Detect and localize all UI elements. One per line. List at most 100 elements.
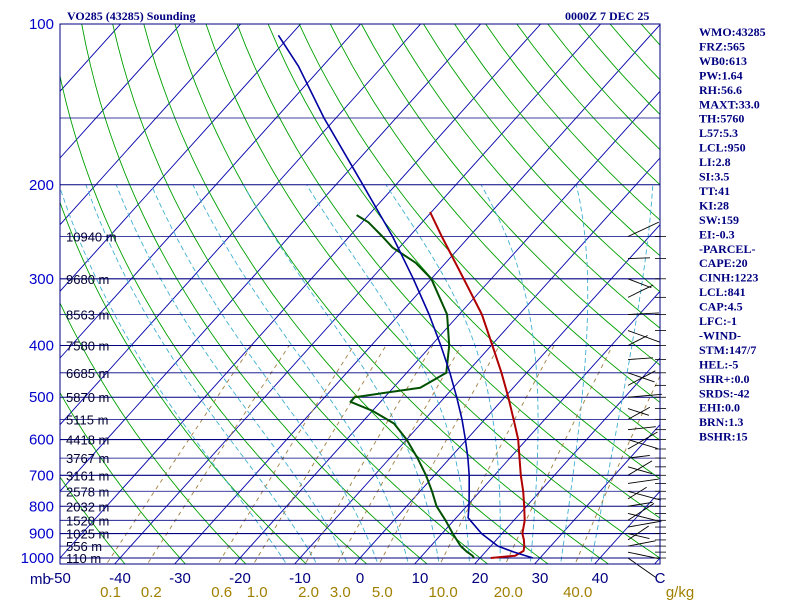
temperature-tick-label: C [655, 570, 666, 587]
pressure-label: 100 [29, 16, 54, 33]
pressure-axis-labels: 100 200 300 400 500 600 700 800 900 1000 [21, 16, 54, 567]
isotherm-line [293, 157, 660, 564]
isotherm-line [413, 290, 660, 564]
index-entry: EI:-0.3 [699, 227, 735, 241]
moist-adiabat [480, 184, 539, 564]
wind-barb [627, 257, 651, 260]
mixing-ratio-tick-label: 5.0 [372, 584, 393, 600]
isotherm-line [473, 357, 660, 564]
index-entry: TT:41 [699, 184, 730, 198]
dewpoint-trace [349, 214, 475, 559]
wind-barb [627, 525, 649, 541]
wind-barb [627, 357, 653, 361]
height-label: 1025 m [66, 527, 109, 542]
moist-adiabat [115, 184, 348, 564]
pressure-label: 900 [29, 526, 54, 543]
wind-barb [627, 312, 659, 315]
wind-barb [627, 512, 656, 521]
temperature-tick-label: 20 [472, 570, 489, 587]
isotherm-line [60, 24, 242, 226]
mixing-ratio-tick-label: 2.0 [298, 584, 319, 600]
mixing-ratio-tick-label: 0.6 [211, 584, 232, 600]
wind-barb [627, 490, 661, 501]
mixing-ratio-labels: 0.1 0.2 0.6 1.0 2.0 3.0 5.0 10.0 20.0 40.0 g/kg [100, 584, 694, 600]
isotherm-line [60, 24, 482, 493]
index-entry: WB0:613 [699, 54, 747, 68]
mixing-ratio-tick-label: 1.0 [247, 584, 268, 600]
wind-barb [627, 557, 657, 578]
height-labels: 10940 m 9680 m 8563 m 7580 m 6685 m 5870 m 511… [66, 230, 117, 567]
wind-barb [627, 454, 650, 459]
moist-adiabat [243, 184, 440, 564]
temperature-tick-label: 40 [592, 570, 609, 587]
wind-barb [627, 431, 658, 450]
index-entry: SHR+:0.0 [699, 372, 750, 386]
isotherm-line [60, 24, 362, 359]
isotherm-line [60, 24, 182, 159]
isotherm-line [173, 24, 660, 564]
dry-adiabat [60, 476, 126, 564]
index-entry: -PARCEL- [699, 242, 755, 256]
mixing-ratio-tick-label: 3.0 [330, 584, 351, 600]
pressure-label: 400 [29, 338, 54, 355]
index-entry: HEL:-5 [699, 357, 738, 371]
wind-barb [627, 408, 650, 416]
thermo-grid [60, 24, 660, 564]
isotherm-line [60, 24, 422, 426]
parcel-trace [277, 34, 534, 559]
moist-adiabat [150, 184, 379, 564]
index-entry: CAPE:20 [699, 256, 748, 270]
height-label: 7580 m [66, 339, 109, 354]
pressure-label: 600 [29, 432, 54, 449]
index-entry: CAP:4.5 [699, 300, 743, 314]
wind-barb [627, 466, 653, 475]
mixing-ratio-line [304, 345, 433, 564]
height-label: 3767 m [66, 451, 109, 466]
isotherm-line [60, 24, 542, 559]
y-axis-unit: mb [30, 571, 51, 588]
index-entry: CINH:1223 [699, 271, 758, 285]
pressure-label: 700 [29, 467, 54, 484]
height-label: 4418 m [66, 433, 109, 448]
temperature-tick-label: 0 [356, 570, 364, 587]
chart-datetime: 0000Z 7 DEC 25 [565, 9, 649, 23]
mixing-ratio-unit: g/kg [666, 584, 694, 600]
wind-barb [627, 533, 650, 539]
wind-barb [627, 486, 647, 500]
wind-barb [627, 426, 656, 431]
index-entry: STM:147/7 [699, 343, 756, 357]
temperature-tick-label: -50 [49, 570, 71, 587]
wind-barb [627, 478, 659, 484]
moist-adiabat [192, 184, 409, 564]
moist-adiabat [60, 186, 287, 564]
stability-indices-panel: WMO:43285FRZ:565WB0:613PW:1.64RH:56.6MAX… [699, 25, 766, 444]
plot-frame [59, 23, 661, 565]
mixing-ratio-tick-label: 10.0 [428, 584, 457, 600]
index-entry: L57:5.3 [699, 126, 738, 140]
temperature-tick-label: -10 [289, 570, 311, 587]
wind-barb [627, 393, 662, 398]
sounding-traces [277, 34, 534, 559]
isotherm-line [60, 24, 302, 293]
mixing-ratio-line [574, 374, 660, 564]
temperature-tick-label: 10 [412, 570, 429, 587]
height-label: 2032 m [66, 499, 109, 514]
moist-adiabat [560, 184, 589, 564]
index-entry: SRDS:-42 [699, 386, 750, 400]
temperature-axis-labels: -50 -40 -30 -20 -10 0 10 20 30 40 C [49, 570, 665, 587]
wind-barb [627, 540, 656, 547]
height-label: 6685 m [66, 366, 109, 381]
temperature-tick-label: -20 [229, 570, 251, 587]
height-label: 9680 m [66, 272, 109, 287]
index-entry: EHI:0.0 [699, 401, 740, 415]
index-entry: PW:1.64 [699, 68, 743, 82]
mixing-ratio-tick-label: 40.0 [563, 584, 592, 600]
isotherm-line [113, 24, 602, 564]
mixing-ratio-line [146, 345, 290, 564]
temperature-trace [429, 211, 526, 559]
temperature-tick-label: 30 [532, 570, 549, 587]
moist-adiabat [590, 184, 654, 564]
wind-barb [627, 221, 660, 237]
pressure-label: 1000 [21, 550, 54, 567]
